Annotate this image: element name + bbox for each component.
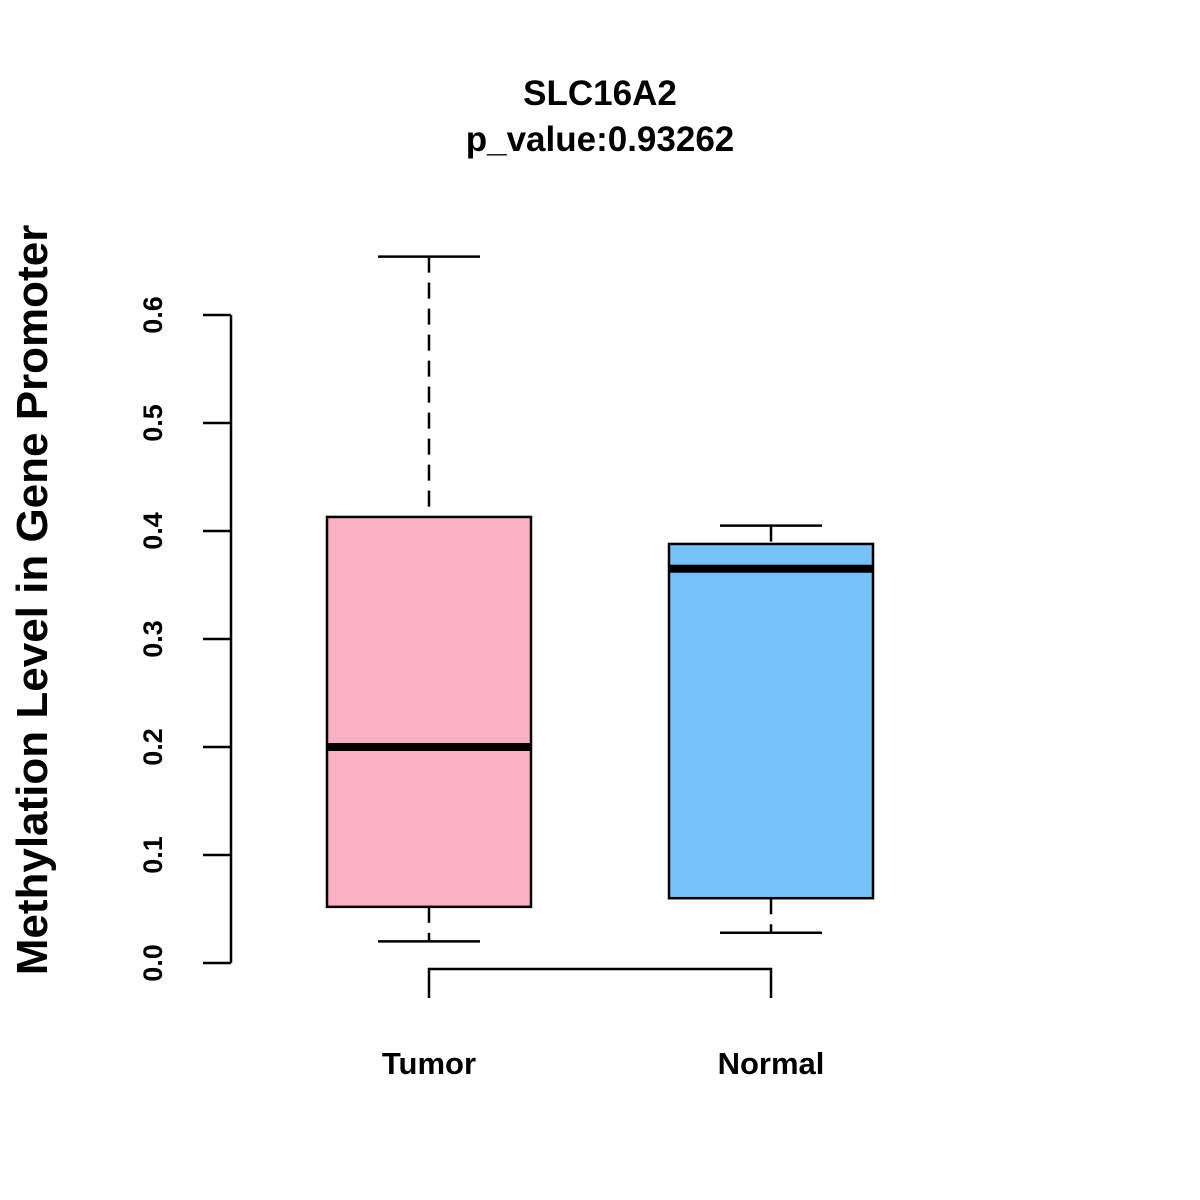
y-axis-label: Methylation Level in Gene Promoter [8, 225, 57, 976]
boxes-group [325, 255, 875, 943]
box-normal [667, 524, 875, 935]
y-axis: 0.0 0.1 0.2 0.3 0.4 0.5 0.6 [138, 296, 233, 982]
box-tumor [325, 255, 533, 943]
category-label-normal: Normal [718, 1046, 825, 1081]
y-tick-label: 0.2 [138, 728, 168, 766]
bracket-line [427, 967, 773, 998]
y-tick-label: 0.5 [138, 404, 168, 442]
significance-bracket [427, 967, 773, 998]
iqr-box [667, 542, 875, 900]
y-tick-label: 0.4 [138, 512, 168, 550]
chart-title: SLC16A2 [523, 74, 677, 113]
category-labels: Tumor Normal [382, 1046, 824, 1081]
y-tick-label: 0.1 [138, 836, 168, 874]
y-tick-label: 0.0 [138, 944, 168, 982]
category-label-tumor: Tumor [382, 1046, 476, 1081]
chart-subtitle: p_value:0.93262 [466, 120, 735, 159]
iqr-box [325, 515, 533, 909]
y-tick-label: 0.3 [138, 620, 168, 658]
y-tick-label: 0.6 [138, 296, 168, 334]
